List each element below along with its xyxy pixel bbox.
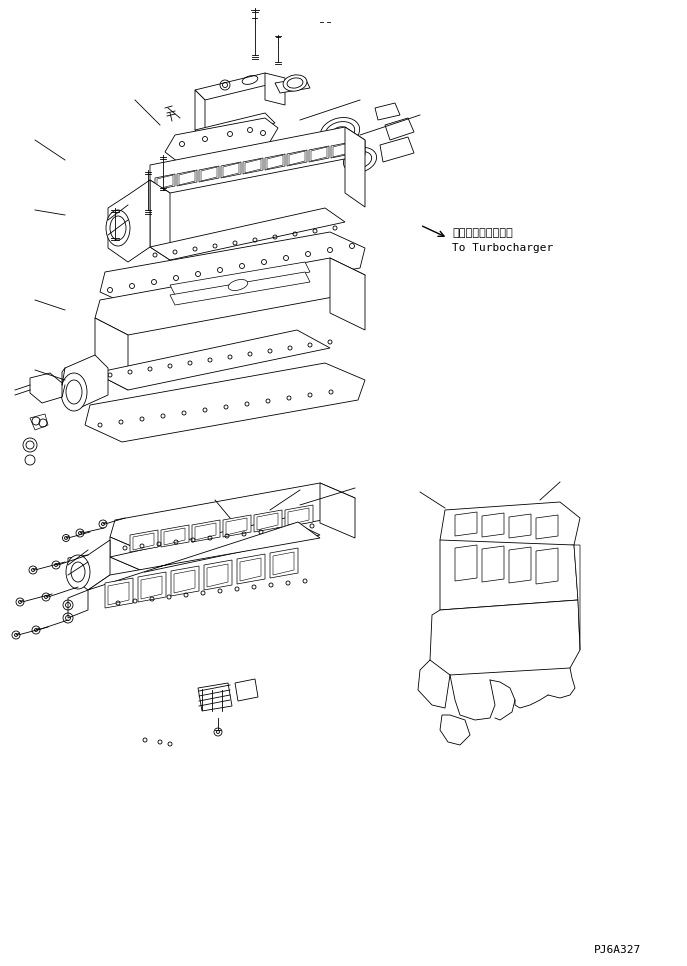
Polygon shape	[330, 258, 365, 330]
Polygon shape	[235, 679, 258, 701]
Polygon shape	[171, 566, 199, 596]
Polygon shape	[574, 545, 580, 650]
Polygon shape	[68, 590, 88, 618]
Polygon shape	[345, 127, 365, 207]
Text: To Turbocharger: To Turbocharger	[452, 243, 553, 253]
Polygon shape	[482, 513, 504, 537]
Polygon shape	[100, 232, 365, 308]
Polygon shape	[62, 355, 108, 410]
Polygon shape	[192, 520, 220, 542]
Polygon shape	[536, 515, 558, 539]
Polygon shape	[440, 715, 470, 745]
Polygon shape	[199, 166, 219, 182]
Polygon shape	[536, 548, 558, 584]
Ellipse shape	[66, 555, 90, 589]
Ellipse shape	[320, 118, 360, 147]
Polygon shape	[455, 512, 477, 536]
Polygon shape	[243, 158, 263, 174]
Text: PJ6A327: PJ6A327	[594, 945, 641, 955]
Polygon shape	[265, 73, 285, 105]
Polygon shape	[198, 683, 232, 711]
Polygon shape	[138, 572, 166, 602]
Text: ターボチャージャヘ: ターボチャージャヘ	[452, 228, 513, 238]
Polygon shape	[430, 600, 580, 675]
Polygon shape	[509, 514, 531, 538]
Polygon shape	[455, 545, 477, 581]
Polygon shape	[380, 137, 414, 162]
Polygon shape	[95, 318, 128, 390]
Polygon shape	[95, 258, 365, 335]
Polygon shape	[309, 146, 329, 162]
Polygon shape	[130, 530, 158, 552]
Polygon shape	[150, 208, 345, 260]
Polygon shape	[254, 510, 282, 532]
Ellipse shape	[344, 148, 376, 173]
Polygon shape	[482, 546, 504, 582]
Polygon shape	[110, 518, 320, 572]
Polygon shape	[221, 162, 241, 178]
Polygon shape	[287, 150, 307, 166]
Polygon shape	[155, 174, 175, 190]
Polygon shape	[150, 127, 365, 193]
Polygon shape	[85, 363, 365, 442]
Polygon shape	[320, 483, 355, 538]
Ellipse shape	[228, 279, 248, 291]
Polygon shape	[195, 90, 205, 140]
Polygon shape	[270, 548, 298, 578]
Polygon shape	[237, 554, 265, 584]
Polygon shape	[105, 578, 133, 608]
Polygon shape	[68, 540, 110, 590]
Polygon shape	[30, 414, 48, 430]
Polygon shape	[30, 373, 62, 403]
Polygon shape	[108, 180, 150, 262]
Polygon shape	[440, 540, 578, 610]
Polygon shape	[195, 113, 275, 140]
Polygon shape	[285, 505, 313, 527]
Polygon shape	[165, 118, 278, 162]
Polygon shape	[88, 522, 320, 590]
Polygon shape	[195, 73, 275, 100]
Polygon shape	[95, 330, 330, 390]
Polygon shape	[170, 262, 310, 295]
Polygon shape	[177, 170, 197, 186]
Polygon shape	[440, 502, 580, 555]
Polygon shape	[509, 547, 531, 583]
Polygon shape	[110, 483, 355, 552]
Polygon shape	[204, 560, 232, 590]
Polygon shape	[375, 103, 400, 120]
Polygon shape	[150, 180, 170, 260]
Ellipse shape	[61, 373, 87, 411]
Polygon shape	[385, 118, 414, 140]
Ellipse shape	[106, 210, 130, 246]
Polygon shape	[170, 272, 310, 305]
Polygon shape	[161, 525, 189, 547]
Ellipse shape	[283, 74, 307, 91]
Polygon shape	[110, 537, 145, 572]
Polygon shape	[275, 78, 310, 93]
Polygon shape	[331, 142, 351, 158]
Polygon shape	[265, 154, 285, 170]
Polygon shape	[223, 515, 251, 537]
